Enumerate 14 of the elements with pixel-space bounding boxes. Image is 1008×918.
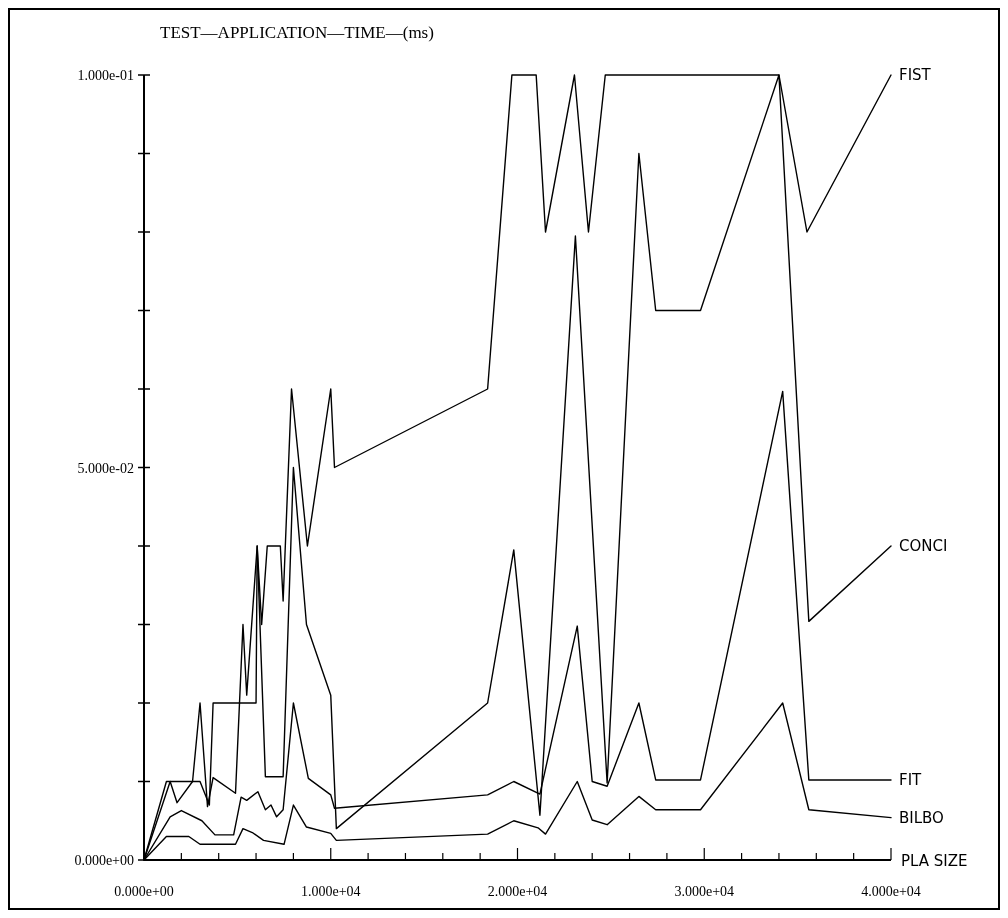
y-tick-label: 5.000e-02 bbox=[77, 460, 134, 476]
x-tick-label: 0.000e+00 bbox=[114, 884, 174, 899]
x-axis-title: PLA SIZE bbox=[901, 852, 968, 870]
series-label: FIST bbox=[899, 66, 932, 84]
x-tick-label: 2.000e+04 bbox=[487, 884, 548, 899]
series-label: FIT bbox=[899, 770, 923, 789]
series-label: CONCI bbox=[899, 537, 948, 555]
y-tick-label: 0.000e+00 bbox=[74, 853, 134, 868]
x-tick-label: 4.000e+04 bbox=[861, 884, 921, 899]
y-tick-label: 1.000e-01 bbox=[77, 68, 134, 83]
x-tick-label: 3.000e+04 bbox=[674, 884, 735, 899]
chart-title: TEST—APPLICATION—TIME—(ms) bbox=[160, 23, 434, 42]
series-label: BILBO bbox=[899, 808, 944, 827]
x-tick-label: 1.000e+04 bbox=[300, 884, 361, 899]
